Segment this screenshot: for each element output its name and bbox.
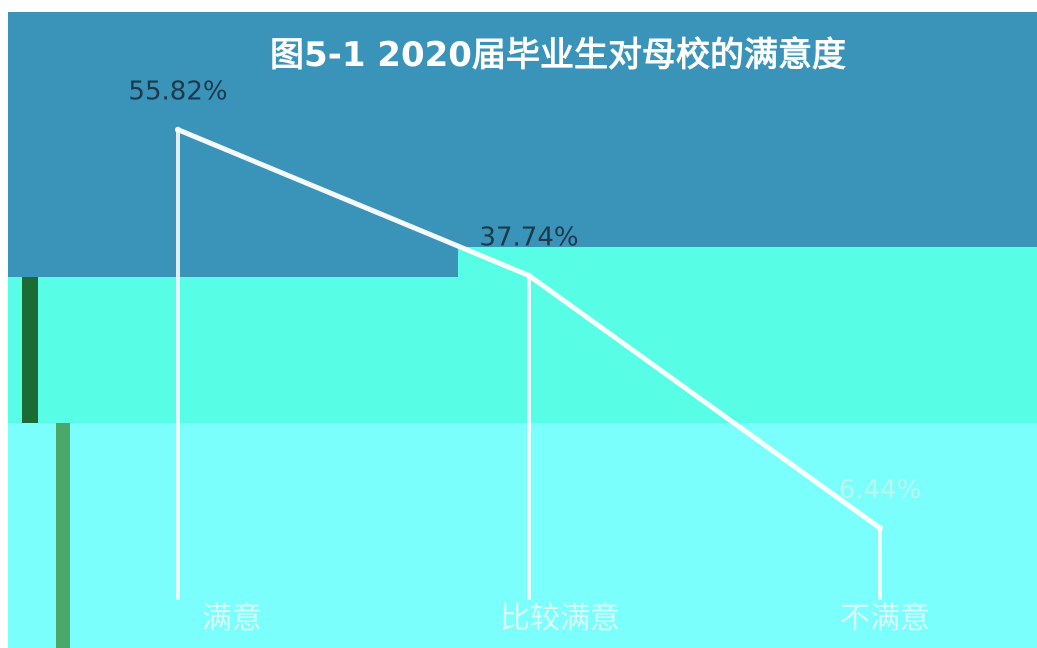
decor-stripe-dark [22,277,38,423]
x-tick-label: 不满意 [840,601,930,636]
data-points [175,126,883,532]
background-band-top-overlap [8,12,458,277]
x-tick-label: 满意 [202,601,262,636]
x-tick-label: 比较满意 [500,601,620,636]
value-labels: 55.82% 37.74% 6.44% [128,77,921,505]
value-label: 55.82% [128,77,227,107]
value-label: 37.74% [479,223,578,253]
frame-left-margin [0,0,8,648]
x-axis-tick-labels: 满意 比较满意 不满意 [202,601,930,636]
chart-title: 图5-1 2020届毕业生对母校的满意度 [270,35,846,75]
data-point [877,525,883,532]
data-point [526,272,532,279]
data-point [175,126,181,133]
value-label: 6.44% [839,475,922,505]
drop-lines [176,129,882,600]
decor-stripe-light [56,423,70,648]
